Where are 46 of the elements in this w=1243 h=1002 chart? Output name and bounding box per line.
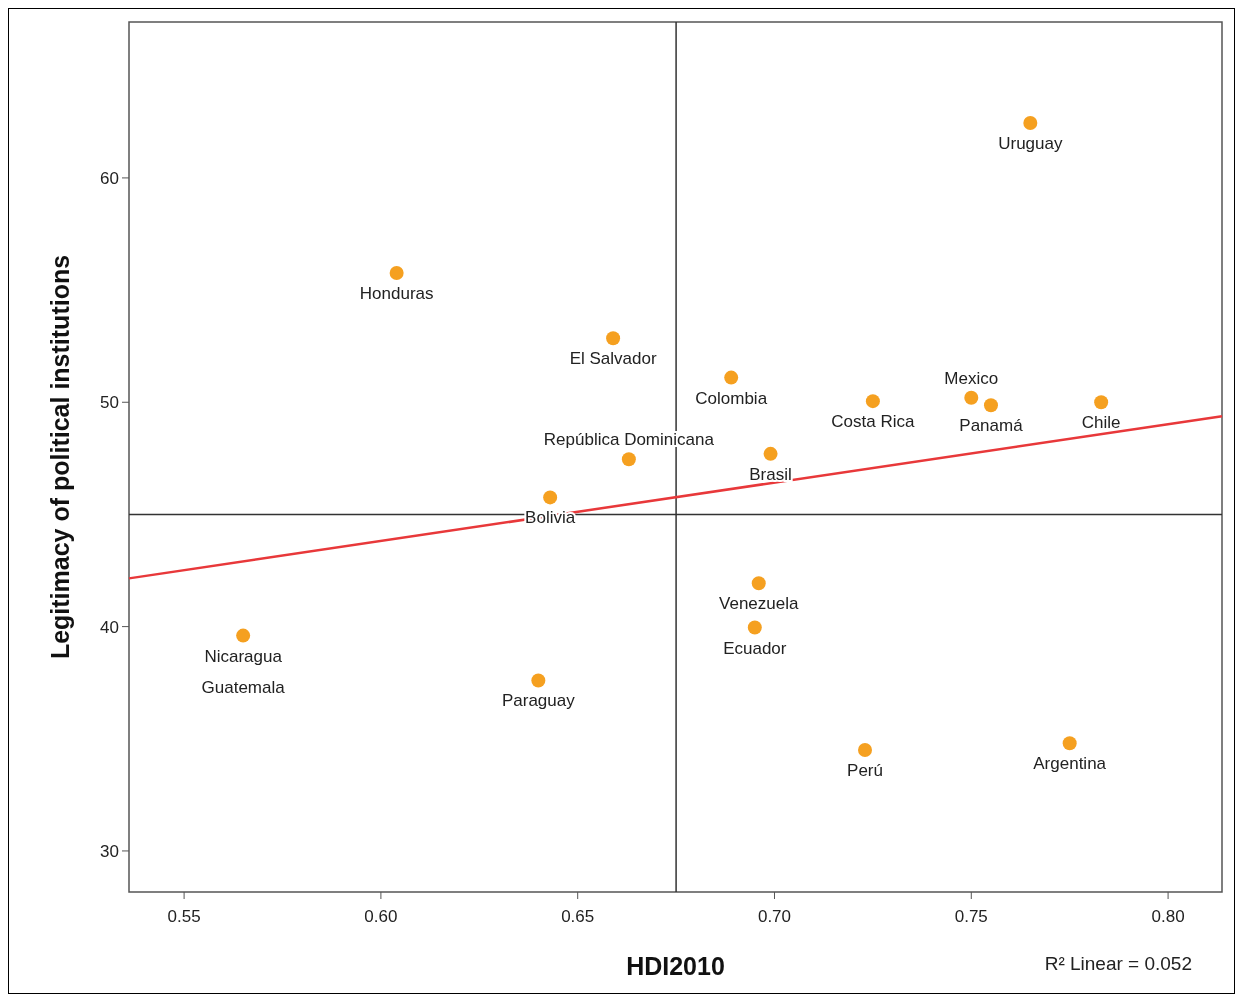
x-tick-label: 0.75: [954, 907, 988, 926]
point: [543, 490, 558, 505]
point: [865, 394, 880, 409]
annotation: Brasil: [749, 464, 792, 484]
annotation: Paraguay: [501, 691, 576, 711]
annotation: Guatemala: [201, 677, 286, 697]
y-axis-title: Legitimacy of political institutions: [46, 254, 74, 660]
annotation: Panamá: [959, 416, 1024, 436]
point: [621, 452, 636, 467]
point: [763, 446, 778, 461]
annotation: Argentina: [1033, 754, 1107, 774]
point: [236, 628, 251, 643]
x-axis-title: HDI2010: [626, 952, 725, 980]
point: [964, 390, 979, 405]
y-tick-label: 40: [100, 617, 119, 637]
point: [531, 673, 546, 688]
point: [1094, 395, 1109, 410]
annotation: El Salvador: [569, 349, 657, 369]
annotation: Chile: [1081, 413, 1121, 433]
annotation: Colombia: [695, 388, 768, 408]
point: [983, 398, 998, 413]
y-tick-label: 30: [100, 841, 119, 861]
point: [858, 742, 873, 757]
point: [1062, 736, 1077, 751]
x-tick-label: 0.80: [1151, 907, 1185, 926]
annotation: Mexico: [944, 368, 999, 388]
point: [606, 331, 621, 346]
y-tick-label: 50: [100, 393, 119, 413]
annotation: Venezuela: [719, 594, 799, 614]
x-tick-label: 0.70: [757, 907, 792, 926]
point: [747, 620, 762, 635]
point: [1023, 115, 1038, 130]
y-tick-label: 60: [100, 168, 119, 188]
x-tick-label: 0.55: [167, 907, 201, 926]
point: [724, 370, 739, 385]
annotation: Nicaragua: [204, 646, 283, 666]
x-tick-label: 0.60: [364, 907, 398, 926]
annotation: Uruguay: [998, 133, 1063, 153]
point: [389, 266, 404, 281]
text: R² Linear = 0.052: [1044, 953, 1192, 974]
x-tick-label: 0.65: [561, 907, 595, 926]
point: [751, 576, 766, 591]
annotation: Ecuador: [723, 638, 787, 658]
annotation: Costa Rica: [831, 412, 915, 432]
annotation: Perú: [847, 760, 883, 780]
annotation: Honduras: [359, 284, 434, 304]
